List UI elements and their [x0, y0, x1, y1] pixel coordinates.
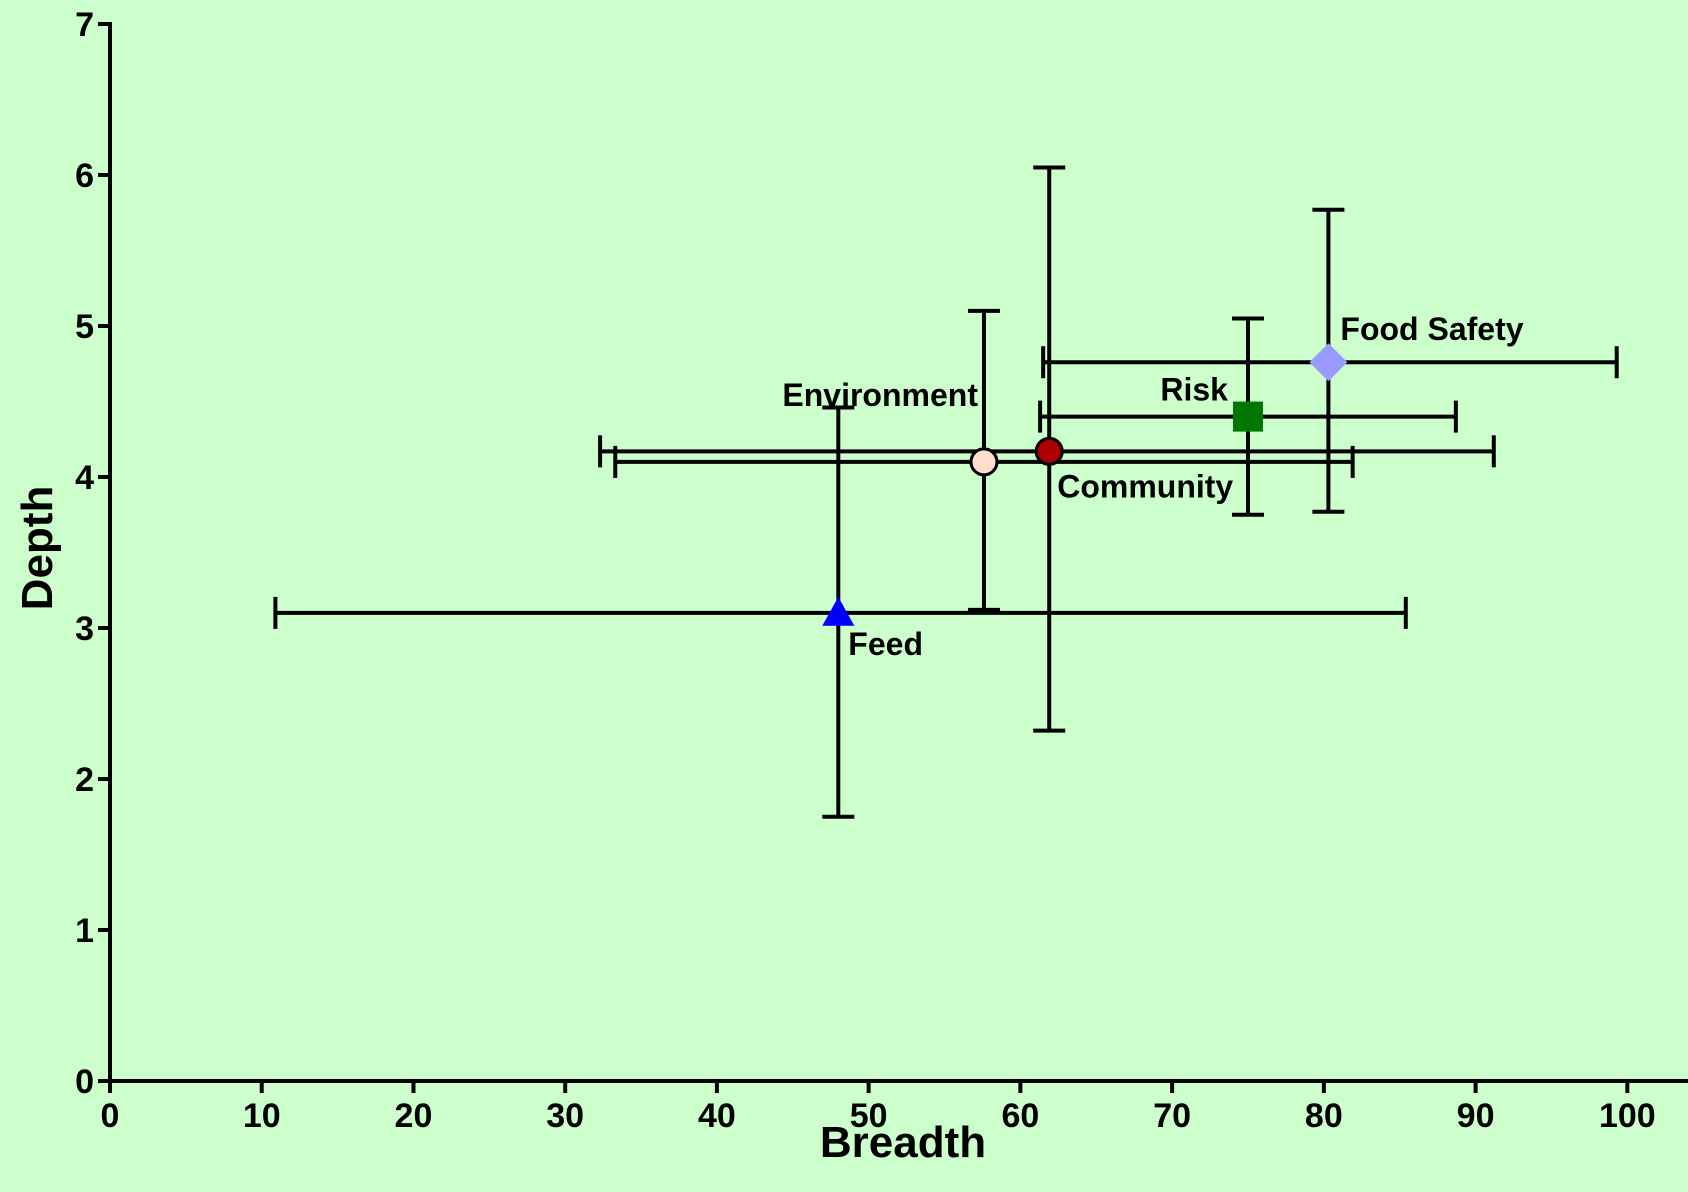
x-tick-label: 100 [1599, 1097, 1656, 1135]
risk-marker [1232, 401, 1263, 432]
feed-marker [822, 596, 855, 626]
y-tick-label: 0 [75, 1063, 94, 1101]
environment-marker [969, 447, 999, 477]
x-tick-label: 70 [1153, 1097, 1191, 1135]
x-axis-title: Breadth [820, 1118, 986, 1167]
error-bars [273, 165, 1619, 819]
x-tick-label: 90 [1457, 1097, 1495, 1135]
markers [822, 343, 1348, 626]
y-tick-label: 1 [75, 912, 94, 950]
x-tick-label: 50 [850, 1097, 888, 1135]
x-tick-label: 80 [1305, 1097, 1343, 1135]
community-marker [1034, 436, 1064, 466]
y-tick-label: 4 [75, 459, 94, 497]
y-tick-label: 7 [75, 6, 94, 44]
feed-label: Feed [848, 626, 923, 662]
y-tick-label: 3 [75, 610, 94, 648]
y-axis-title: Depth [13, 486, 62, 611]
x-tick-label: 0 [101, 1097, 120, 1135]
food-safety-marker [1309, 343, 1348, 382]
x-tick-label: 30 [546, 1097, 584, 1135]
environment-label: Environment [782, 377, 978, 413]
risk-label: Risk [1160, 372, 1228, 408]
community-label: Community [1057, 468, 1233, 504]
y-tick-label: 5 [75, 308, 94, 346]
y-tick-label: 2 [75, 761, 94, 799]
x-tick-label: 40 [698, 1097, 736, 1135]
x-tick-label: 60 [1001, 1097, 1039, 1135]
food-safety-label: Food Safety [1340, 311, 1523, 347]
x-tick-label: 20 [395, 1097, 433, 1135]
axes: 0 10 20 30 40 50 60 70 80 90 100 0 1 2 3 4 5 6 7 [75, 6, 1688, 1135]
point-labels: Food Safety Risk Community Environment Feed [782, 311, 1523, 662]
x-tick-label: 10 [243, 1097, 281, 1135]
y-tick-label: 6 [75, 157, 94, 195]
